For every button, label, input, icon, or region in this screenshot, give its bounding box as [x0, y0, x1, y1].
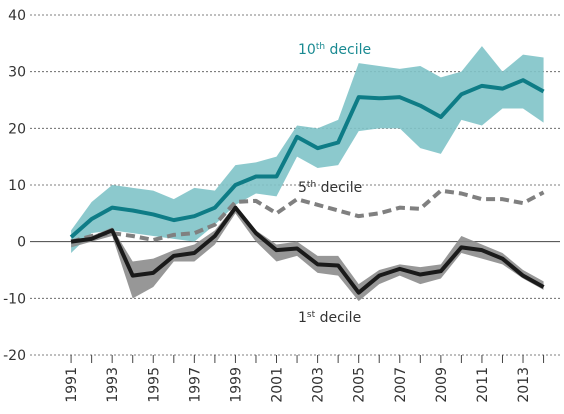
x-tick-label: 2011	[475, 367, 491, 403]
y-tick-label: 10	[8, 178, 26, 194]
y-tick-label: 40	[8, 8, 26, 24]
series-label: 1st decile	[298, 310, 361, 326]
label-superscript: st	[307, 310, 316, 320]
label-text: decile	[325, 42, 371, 58]
x-tick-label: 2013	[516, 367, 532, 403]
label-text: decile	[315, 310, 361, 326]
y-tick-label: 20	[8, 121, 26, 137]
y-tick-label: 0	[17, 235, 26, 251]
x-tick-label: 1999	[228, 367, 244, 403]
label-superscript: th	[307, 180, 316, 190]
label-number: 5	[298, 180, 307, 196]
series-line	[70, 205, 545, 295]
confidence-band	[71, 46, 544, 253]
series-line	[69, 78, 545, 239]
x-tick-label: 1995	[146, 367, 162, 403]
x-tick-label: 2003	[311, 367, 327, 403]
confidence-band	[71, 204, 544, 302]
y-tick-label: -20	[3, 348, 26, 364]
x-tick-label: 1993	[105, 367, 121, 403]
x-tick-label: 2001	[270, 367, 286, 403]
label-number: 1	[298, 310, 307, 326]
x-tick-label: 1997	[187, 367, 203, 403]
x-tick-label: 2005	[352, 367, 368, 403]
x-tick-label: 2009	[434, 367, 450, 403]
x-tick-label: 2007	[393, 367, 409, 403]
series-label: 5th decile	[298, 180, 362, 196]
series-label: 10th decile	[298, 42, 371, 58]
y-tick-label: -10	[3, 291, 26, 307]
label-text: decile	[316, 180, 362, 196]
series-line	[70, 188, 545, 244]
x-tick-label: 1991	[64, 367, 80, 403]
label-superscript: th	[316, 42, 325, 52]
label-number: 10	[298, 42, 316, 58]
y-tick-label: 30	[8, 65, 26, 81]
